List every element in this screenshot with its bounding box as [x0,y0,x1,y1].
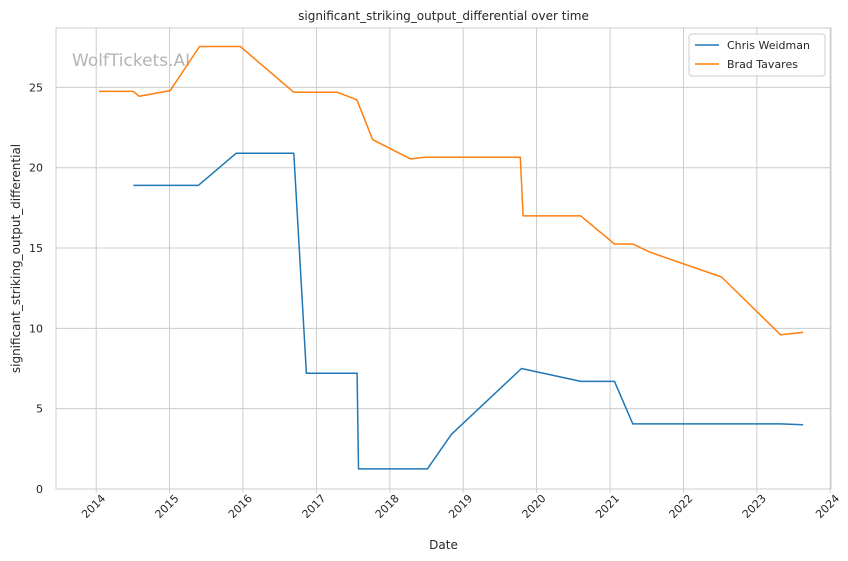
y-tick-labels: 0 5 10 15 20 25 [29,81,43,496]
y-tick-label: 5 [36,403,43,416]
plot-frame [55,27,832,490]
legend-label: Chris Weidman [727,39,810,52]
series-lines [99,45,804,470]
series-line [99,45,804,336]
watermark: WolfTickets.AI [72,51,190,71]
y-tick-label: 15 [29,242,43,255]
x-axis-label: Date [429,538,458,552]
y-tick-label: 10 [29,322,43,335]
y-tick-label: 25 [29,81,43,94]
chart-title: significant_striking_output_differential… [298,9,589,23]
y-tick-label: 20 [29,162,43,175]
y-axis-label: significant_striking_output_differential [9,144,23,373]
series-line [133,152,804,470]
legend-label: Brad Tavares [727,58,798,71]
y-tick-label: 0 [36,483,43,496]
legend: Chris Weidman Brad Tavares [688,33,826,77]
legend-box [688,33,826,77]
